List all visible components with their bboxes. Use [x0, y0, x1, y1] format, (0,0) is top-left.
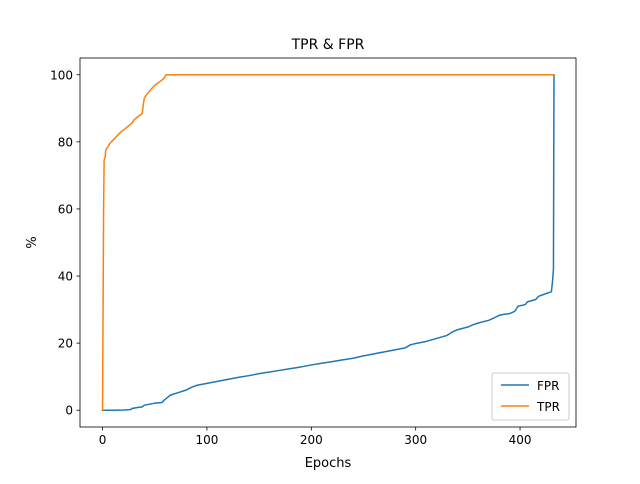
- legend-label-fpr: FPR: [537, 379, 559, 393]
- x-tick-label: 200: [300, 433, 323, 447]
- chart-title: TPR & FPR: [291, 37, 365, 53]
- plot-area: [80, 58, 576, 427]
- legend: FPR TPR: [491, 372, 570, 421]
- x-axis-ticks: 0 100 200 300 400: [99, 427, 532, 447]
- plot-frame: [79, 57, 577, 428]
- y-tick-label: 100: [50, 68, 73, 82]
- y-tick-label: 60: [58, 202, 73, 216]
- x-tick-label: 100: [195, 433, 218, 447]
- y-tick-label: 0: [65, 404, 73, 418]
- series-line-tpr: [101, 74, 555, 411]
- series-line-fpr: [101, 74, 555, 411]
- series-layer: [101, 74, 555, 411]
- y-axis-label: %: [25, 236, 40, 248]
- legend-label-tpr: TPR: [536, 400, 560, 414]
- y-tick-label: 80: [58, 135, 73, 149]
- y-tick-label: 20: [58, 337, 73, 351]
- x-tick-label: 400: [509, 433, 532, 447]
- y-axis-ticks: 0 20 40 60 80 100: [50, 68, 80, 418]
- y-tick-label: 40: [58, 270, 73, 284]
- x-tick-label: 300: [404, 433, 427, 447]
- x-axis-label: Epochs: [305, 456, 352, 471]
- x-tick-label: 0: [99, 433, 107, 447]
